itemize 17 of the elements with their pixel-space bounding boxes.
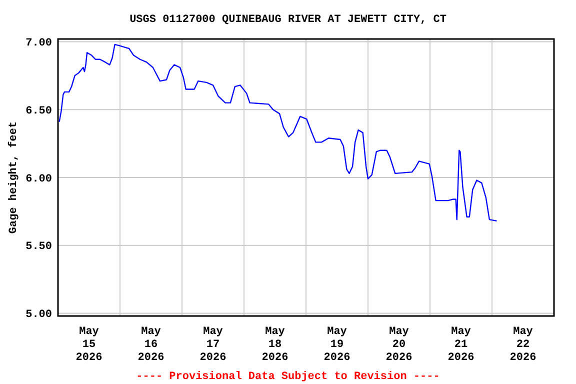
x-tick-label: May 22 2026 xyxy=(510,326,536,364)
x-tick-label: May 19 2026 xyxy=(324,326,350,364)
x-tick-label: May 17 2026 xyxy=(200,326,226,364)
y-tick-label: 5.50 xyxy=(26,241,52,254)
text: ---- Provisional Data Subject to Revision ---- xyxy=(136,371,440,383)
x-tick-label: May 21 2026 xyxy=(448,326,474,364)
x-tick-label: May 16 2026 xyxy=(138,326,164,364)
y-tick-label: 7.00 xyxy=(26,38,52,50)
y-tick-label: 6.00 xyxy=(26,173,52,186)
y-axis-title: Gage height, feet xyxy=(7,121,20,234)
y-tick-label: 5.00 xyxy=(26,309,52,322)
chart-title: USGS 01127000 QUINEBAUG RIVER AT JEWETT CITY, CT xyxy=(130,14,447,26)
x-tick-label: May 18 2026 xyxy=(262,326,288,364)
x-tick-label: May 20 2026 xyxy=(386,326,412,364)
y-tick-label: 6.50 xyxy=(26,105,52,118)
line-series xyxy=(58,44,498,222)
x-tick-label: May 15 2026 xyxy=(76,326,102,364)
